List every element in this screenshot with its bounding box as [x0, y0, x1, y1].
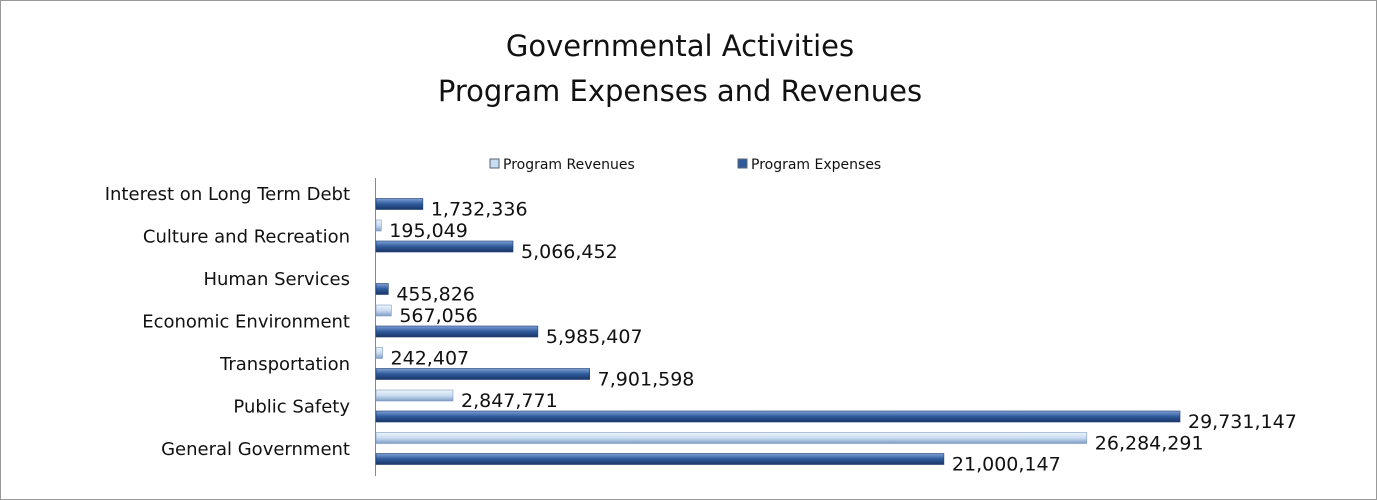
chart-title: Program Expenses and Revenues	[438, 74, 922, 108]
value-label: 2,847,771	[461, 390, 558, 412]
chart-title: Governmental Activities	[506, 29, 854, 63]
value-label: 195,049	[389, 220, 468, 242]
legend-swatch	[489, 158, 500, 169]
legend-label: Program Revenues	[503, 157, 635, 173]
bar	[375, 240, 514, 253]
value-label: 455,826	[396, 284, 475, 306]
value-label: 567,056	[399, 305, 478, 327]
bar	[375, 347, 383, 359]
category-label: Interest on Long Term Debt	[105, 184, 350, 205]
bar	[375, 283, 389, 295]
value-label: 26,284,291	[1095, 433, 1204, 455]
value-label: 7,901,598	[598, 369, 695, 391]
category-label: Human Services	[203, 269, 350, 290]
bar	[375, 432, 1088, 444]
legend-label: Program Expenses	[751, 157, 881, 173]
bar	[375, 389, 454, 402]
category-label: General Government	[161, 439, 350, 460]
category-label: Public Safety	[233, 397, 350, 418]
bar	[375, 410, 1181, 423]
category-label: Economic Environment	[142, 312, 350, 333]
bar	[375, 198, 424, 210]
bar	[375, 325, 539, 338]
value-label: 5,985,407	[546, 326, 643, 348]
value-label: 29,731,147	[1188, 411, 1297, 433]
category-label: Culture and Recreation	[143, 227, 350, 248]
legend-swatch	[737, 158, 748, 169]
bar	[375, 453, 945, 465]
category-label: Transportation	[219, 354, 350, 375]
value-label: 5,066,452	[521, 241, 618, 263]
value-label: 242,407	[391, 348, 470, 370]
bar	[375, 304, 392, 317]
bar	[375, 219, 382, 232]
value-label: 1,732,336	[431, 199, 528, 221]
value-label: 21,000,147	[952, 454, 1061, 476]
bar	[375, 368, 590, 380]
